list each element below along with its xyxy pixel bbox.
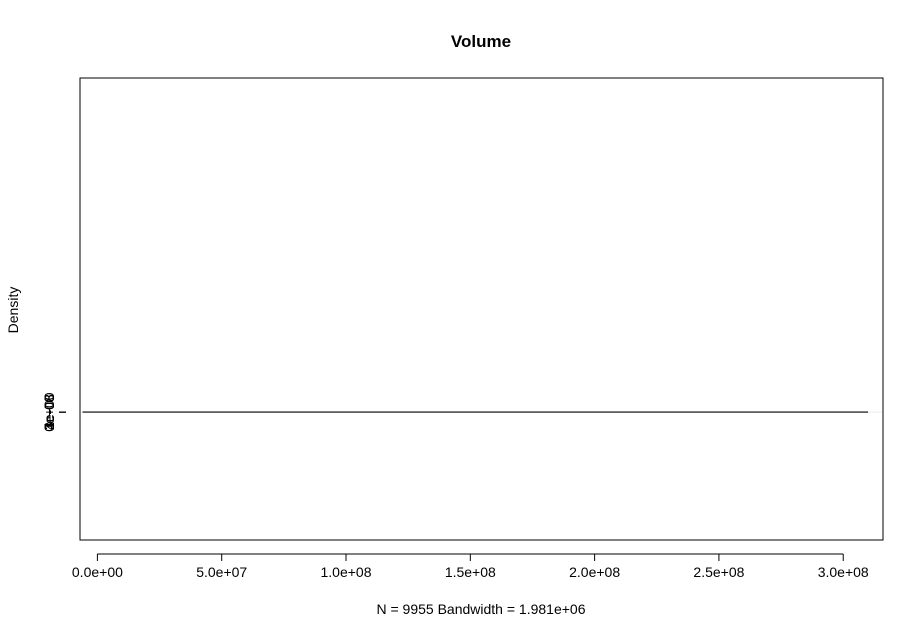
x-tick-label: 1.5e+08 [445,564,496,580]
x-tick-label: 5.0e+07 [196,564,247,580]
y-axis-label: Density [5,287,21,334]
y-tick-label: 0e+00 [41,392,57,432]
y-tick-label: 2e-08 [41,394,57,430]
x-tick-label: 1.0e+08 [321,564,372,580]
y-tick-label: 3e-08 [41,394,57,430]
chart-title: Volume [451,32,511,51]
x-tick-label: 0.0e+00 [72,564,123,580]
x-axis: 0.0e+00 5.0e+07 1.0e+08 1.5e+08 2.0e+08 2.5e+… [72,553,869,580]
y-tick-label: 4e-08 [41,394,57,430]
plot-frame [79,77,884,541]
y-tick-label: 1e-08 [41,394,57,430]
x-tick-label: 2.5e+08 [693,564,744,580]
x-axis-label: N = 9955 Bandwidth = 1.981e+06 [376,601,585,617]
x-tick-label: 3.0e+08 [818,564,869,580]
x-tick-label: 2.0e+08 [569,564,620,580]
